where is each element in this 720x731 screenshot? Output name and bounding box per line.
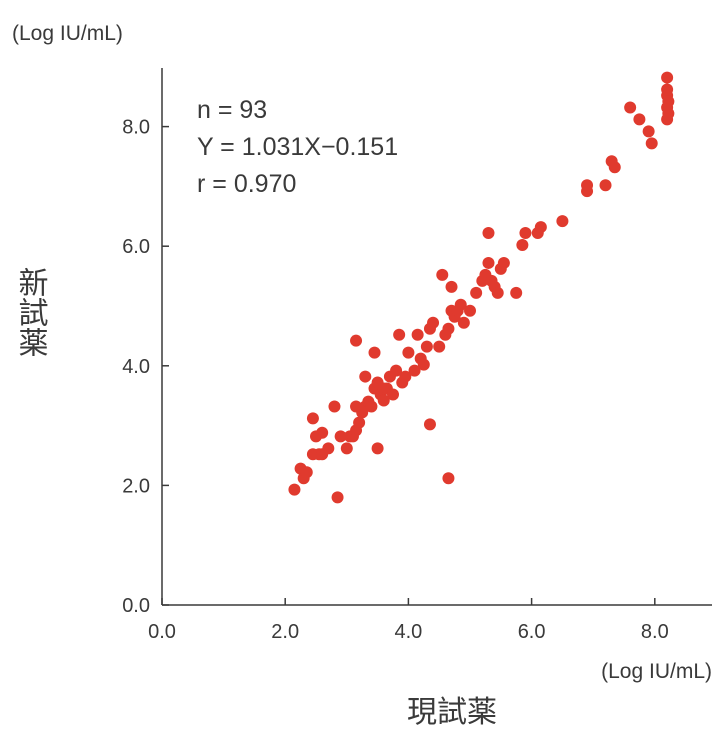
y-tick-label: 4.0 [122, 356, 150, 378]
x-unit-label: (Log IU/mL) [601, 660, 712, 683]
data-point [417, 358, 430, 371]
data-point [556, 215, 569, 228]
data-point [427, 316, 440, 329]
data-point [519, 227, 532, 240]
y-tick-label: 6.0 [122, 236, 150, 258]
axes [161, 68, 712, 606]
data-point [510, 286, 523, 299]
data-point [316, 426, 329, 439]
data-point [340, 442, 353, 455]
data-point [470, 286, 483, 299]
data-point [464, 304, 476, 317]
data-point [402, 346, 415, 359]
y-ticks: 0.0 2.0 4.0 6.0 8.0 [122, 117, 169, 617]
x-axis-title: 現試薬 [407, 695, 497, 730]
data-point [408, 364, 421, 377]
x-tick-label: 2.0 [271, 621, 299, 643]
data-point [368, 346, 381, 359]
data-point [387, 388, 399, 401]
data-point [334, 430, 347, 443]
data-point [306, 412, 319, 425]
data-point [497, 256, 510, 269]
data-point [661, 113, 674, 126]
data-point [331, 491, 344, 504]
x-tick-label: 8.0 [641, 621, 669, 643]
data-point [390, 364, 403, 377]
data-point [661, 83, 674, 96]
data-point [328, 400, 341, 413]
data-point [288, 483, 301, 496]
data-point [442, 472, 455, 485]
data-point [433, 340, 446, 353]
data-point [423, 418, 436, 431]
data-point [399, 370, 412, 383]
x-tick-label: 0.0 [148, 621, 176, 643]
data-point [581, 179, 594, 192]
y-tick-label: 2.0 [122, 475, 150, 497]
data-point [411, 328, 424, 341]
data-point [534, 221, 547, 234]
data-point [608, 161, 621, 174]
data-point [353, 416, 366, 429]
data-point [359, 370, 372, 383]
data-point [661, 71, 674, 84]
data-point [393, 328, 406, 341]
annotation-correlation: r = 0.970 [197, 170, 296, 198]
data-point [482, 256, 495, 269]
data-point [645, 137, 658, 150]
data-point [642, 125, 655, 138]
data-point [371, 442, 384, 455]
y-axis-title: 新試薬 [13, 267, 48, 357]
x-tick-label: 6.0 [518, 621, 546, 643]
data-point [442, 322, 455, 335]
data-point [365, 400, 378, 413]
data-point [436, 268, 449, 281]
x-tick-label: 4.0 [394, 621, 422, 643]
data-point [516, 239, 529, 252]
data-point [633, 113, 646, 126]
data-point [350, 334, 363, 347]
data-point [491, 286, 504, 299]
data-point [445, 280, 458, 293]
data-point [457, 316, 470, 329]
y-tick-label: 0.0 [122, 595, 150, 617]
data-point [624, 101, 637, 114]
y-unit-label: (Log IU/mL) [12, 22, 123, 45]
data-point [454, 298, 467, 311]
data-point [300, 466, 313, 479]
data-point [599, 179, 612, 192]
data-point [482, 227, 495, 240]
x-ticks: 0.0 2.0 4.0 6.0 8.0 [148, 598, 669, 643]
data-point [420, 340, 433, 353]
annotation-n: n = 93 [197, 96, 267, 124]
data-point [316, 448, 329, 461]
y-tick-label: 8.0 [122, 117, 150, 139]
data-points [288, 71, 675, 504]
data-point [377, 394, 390, 407]
annotation-regression-equation: Y = 1.031X−0.151 [197, 133, 398, 161]
